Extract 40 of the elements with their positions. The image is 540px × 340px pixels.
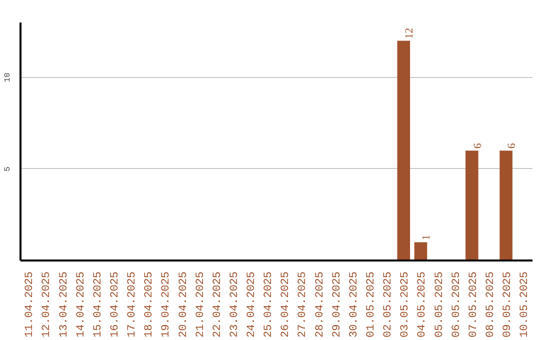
x-tick-label: 03.05.2025 [400,271,412,338]
bar [500,150,512,260]
x-tick-label: 06.05.2025 [450,271,463,338]
x-tick-label: 21.04.2025 [194,271,207,338]
x-tick-label: 12.04.2025 [41,271,54,338]
x-tick-label: 09.05.2025 [502,271,514,338]
x-tick-label: 18.04.2025 [144,271,156,338]
y-tick-label: 5 [4,166,12,172]
bar [466,150,478,260]
bar [414,242,428,260]
x-tick-label: 10.05.2025 [519,271,532,338]
x-tick-label: 24.04.2025 [246,271,258,338]
x-tick-label: 20.04.2025 [178,271,190,338]
y-tick-label: 10 [4,72,12,82]
x-tick-label: 25.04.2025 [263,271,276,338]
x-tick-label: 28.04.2025 [314,271,326,338]
x-tick-label: 23.04.2025 [228,271,241,338]
x-tick-label: 15.04.2025 [92,271,104,338]
x-tick-label: 04.05.2025 [416,271,429,338]
x-tick-label: 17.04.2025 [126,271,139,338]
x-tick-label: 30.04.2025 [348,271,360,338]
bar [397,40,410,260]
data-label: 12 [404,28,416,39]
x-tick-label: 13.04.2025 [58,271,70,338]
x-tick-label: 01.05.2025 [366,271,378,338]
x-tick-label: 02.05.2025 [382,271,395,338]
x-tick-label: 29.04.2025 [331,271,344,338]
x-tick-label: 19.04.2025 [160,271,173,338]
x-tick-label: 05.05.2025 [434,271,446,338]
x-tick-label: 08.05.2025 [484,271,497,338]
x-tick-label: 22.04.2025 [212,271,224,338]
x-tick-label: 11.04.2025 [24,271,36,338]
x-tick-label: 26.04.2025 [280,271,292,338]
data-label: 6 [472,142,484,149]
data-label: 6 [506,142,518,149]
x-tick-label: 27.04.2025 [297,271,310,338]
data-label: 1 [420,234,433,240]
x-tick-label: 14.04.2025 [75,271,88,338]
x-tick-label: 16.04.2025 [110,271,122,338]
x-tick-label: 07.05.2025 [468,271,480,338]
